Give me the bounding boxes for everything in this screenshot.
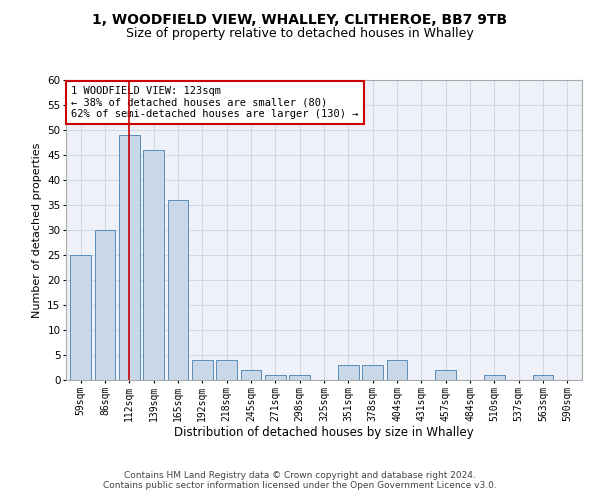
Text: 1 WOODFIELD VIEW: 123sqm
← 38% of detached houses are smaller (80)
62% of semi-d: 1 WOODFIELD VIEW: 123sqm ← 38% of detach…: [71, 86, 359, 119]
Bar: [265, 375, 286, 380]
Bar: [70, 255, 91, 380]
Bar: [289, 375, 310, 380]
Bar: [241, 370, 262, 380]
Bar: [533, 375, 553, 380]
Text: 1, WOODFIELD VIEW, WHALLEY, CLITHEROE, BB7 9TB: 1, WOODFIELD VIEW, WHALLEY, CLITHEROE, B…: [92, 12, 508, 26]
Bar: [95, 230, 115, 380]
Y-axis label: Number of detached properties: Number of detached properties: [32, 142, 41, 318]
Bar: [386, 360, 407, 380]
Bar: [338, 365, 359, 380]
Bar: [167, 200, 188, 380]
Text: Size of property relative to detached houses in Whalley: Size of property relative to detached ho…: [126, 28, 474, 40]
Bar: [143, 150, 164, 380]
Bar: [119, 135, 140, 380]
X-axis label: Distribution of detached houses by size in Whalley: Distribution of detached houses by size …: [174, 426, 474, 440]
Bar: [484, 375, 505, 380]
Text: Contains HM Land Registry data © Crown copyright and database right 2024.
Contai: Contains HM Land Registry data © Crown c…: [103, 470, 497, 490]
Bar: [216, 360, 237, 380]
Bar: [192, 360, 212, 380]
Bar: [436, 370, 456, 380]
Bar: [362, 365, 383, 380]
